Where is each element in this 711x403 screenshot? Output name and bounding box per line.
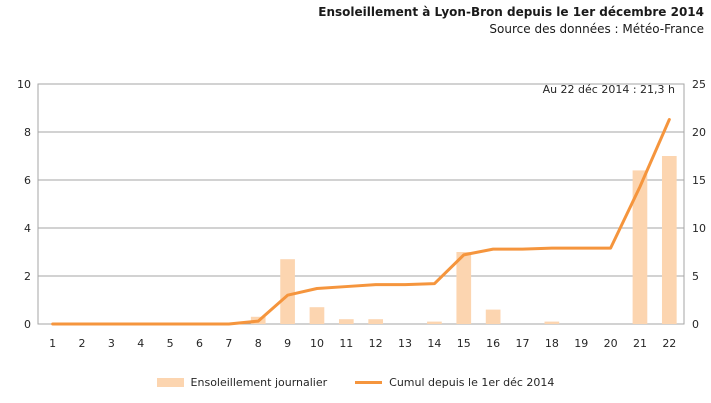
x-axis-tick: 5 [167, 337, 174, 350]
plot-border [37, 83, 685, 325]
y-axis-right-tick: 5 [692, 270, 699, 283]
y-axis-right-tick: 20 [692, 126, 706, 139]
bar-day-12 [368, 319, 384, 324]
x-axis-tick: 18 [545, 337, 559, 350]
chart-title: Ensoleillement à Lyon-Bron depuis le 1er… [318, 5, 704, 19]
bar-day-14 [427, 321, 442, 324]
x-axis-tick: 22 [662, 337, 676, 350]
x-axis-tick: 10 [310, 337, 324, 350]
y-axis-right-tick: 10 [692, 222, 706, 235]
bar-day-21 [632, 170, 648, 324]
x-axis-tick: 6 [196, 337, 203, 350]
y-axis-left-tick: 10 [17, 78, 31, 91]
bar-day-10 [309, 307, 325, 324]
x-axis-tick: 4 [137, 337, 144, 350]
x-axis-tick: 1 [49, 337, 56, 350]
x-axis-tick: 14 [427, 337, 441, 350]
x-axis-tick: 17 [516, 337, 530, 350]
x-axis-tick: 21 [633, 337, 647, 350]
y-axis-left-tick: 8 [24, 126, 31, 139]
chart-subtitle: Source des données : Météo-France [489, 22, 704, 36]
x-axis-tick: 19 [574, 337, 588, 350]
chart-header: Ensoleillement à Lyon-Bron depuis le 1er… [318, 5, 704, 37]
legend-cumulative-label: Cumul depuis le 1er déc 2014 [389, 376, 555, 389]
y-axis-right-tick: 25 [692, 78, 706, 91]
cumulative-line [51, 118, 671, 326]
legend-item-cumulative: Cumul depuis le 1er déc 2014 [355, 376, 554, 389]
legend: Ensoleillement journalier Cumul depuis l… [0, 376, 711, 389]
bar-day-22 [661, 156, 677, 324]
bar-day-15 [456, 252, 472, 324]
legend-daily-label: Ensoleillement journalier [190, 376, 328, 389]
x-axis-tick: 8 [255, 337, 262, 350]
y-axis-right-tick: 15 [692, 174, 706, 187]
y-axis-left-tick: 2 [24, 270, 31, 283]
x-axis-tick: 16 [486, 337, 500, 350]
x-axis-tick: 9 [284, 337, 291, 350]
bar-day-18 [544, 321, 560, 324]
x-axis-tick: 3 [108, 337, 115, 350]
x-axis-tick: 13 [398, 337, 412, 350]
legend-bar-swatch-icon [156, 378, 184, 387]
x-axis-tick: 20 [604, 337, 618, 350]
x-axis-tick: 7 [225, 337, 232, 350]
x-axis-tick: 15 [457, 337, 471, 350]
x-axis-tick: 11 [339, 337, 353, 350]
y-axis-left-tick: 0 [24, 318, 31, 331]
bar-day-11 [338, 319, 354, 324]
total-annotation: Au 22 déc 2014 : 21,3 h [542, 83, 675, 96]
y-axis-left-tick: 4 [24, 222, 31, 235]
y-axis-right-tick: 0 [692, 318, 699, 331]
legend-line-swatch-icon [355, 381, 383, 384]
y-axis-left-tick: 6 [24, 174, 31, 187]
bar-day-16 [485, 309, 501, 324]
bar-day-9 [280, 259, 295, 324]
x-axis-tick: 12 [369, 337, 383, 350]
legend-item-daily: Ensoleillement journalier [156, 376, 328, 389]
x-axis-tick: 2 [79, 337, 86, 350]
